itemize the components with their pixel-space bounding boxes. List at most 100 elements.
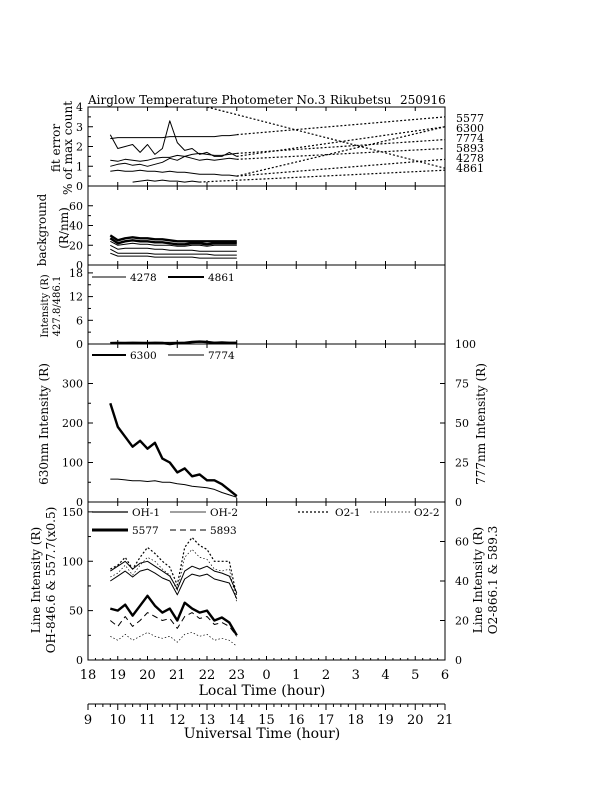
right-label-7774: 7774 bbox=[456, 132, 484, 145]
ut-tick-label-10: 19 bbox=[377, 713, 394, 728]
series-extension-fit_error-5577 bbox=[236, 116, 446, 136]
local-tick-label-4: 22 bbox=[199, 668, 216, 683]
red-intensity-ylabel-left: 630nm Intensity (R) bbox=[37, 363, 51, 485]
ytick-label-fit_error-1: 1 bbox=[76, 160, 83, 173]
series-extension-fit_error-4861 bbox=[199, 169, 446, 183]
series-extension-fit_error-7774 bbox=[236, 138, 446, 155]
ytick-label-line_intensity-2: 100 bbox=[62, 555, 83, 568]
ut-tick-label-12: 21 bbox=[437, 713, 454, 728]
line-intensity-ylabel-left-2: OH-846.6 & 557.7(x0.5) bbox=[44, 507, 58, 654]
blue-intensity-ylabel-2: 427.8/486.1 bbox=[52, 276, 63, 337]
legend-label-5893: 5893 bbox=[210, 525, 237, 537]
series-line_intensity-5577 bbox=[109, 594, 238, 636]
series-red_intensity-6300 bbox=[109, 402, 238, 498]
figure-date: 250916 bbox=[400, 93, 446, 107]
ut-tick-label-6: 15 bbox=[258, 713, 275, 728]
background-ylabel-1: background bbox=[35, 193, 49, 266]
ytick-label-red_intensity-1: 100 bbox=[62, 457, 83, 470]
ytick-label-red_intensity-3: 300 bbox=[62, 378, 83, 391]
ut-tick-label-9: 18 bbox=[347, 713, 364, 728]
legend-label-o2-1: O2-1 bbox=[335, 507, 361, 519]
ytick-right-label-red_intensity-2: 50 bbox=[455, 417, 469, 430]
series-background-bg-2 bbox=[109, 237, 237, 246]
series-background-bg-5 bbox=[110, 248, 237, 256]
legend-label-oh2: OH-2 bbox=[210, 507, 238, 519]
local-tick-label-9: 3 bbox=[352, 668, 360, 683]
legend-label-6300: 6300 bbox=[130, 350, 157, 362]
legend-label-7774: 7774 bbox=[208, 350, 235, 362]
series-fit_error-5893 bbox=[110, 155, 237, 167]
universal-time-xlabel: Universal Time (hour) bbox=[184, 726, 341, 742]
figure-station: Rikubetsu bbox=[330, 93, 392, 107]
local-tick-label-1: 19 bbox=[109, 668, 126, 683]
line-intensity-ylabel-left-1: Line Intensity (R) bbox=[29, 527, 43, 633]
blue-intensity-legend: 4278 4861 bbox=[92, 272, 235, 284]
local-tick-label-3: 21 bbox=[169, 668, 186, 683]
series-extension-fit_error-5893 bbox=[236, 147, 446, 160]
series-extension-fit_error-6300 bbox=[236, 126, 446, 157]
figure-title: Airglow Temperature Photometer No.3 bbox=[87, 93, 326, 107]
ytick-label-blue_intensity-0: 0 bbox=[76, 338, 83, 351]
series-fit_error-4278 bbox=[110, 169, 237, 177]
right-label-5893: 5893 bbox=[456, 142, 484, 155]
local-tick-label-6: 0 bbox=[262, 668, 270, 683]
ut-tick-label-0: 9 bbox=[84, 713, 92, 728]
ytick-label-line_intensity-1: 50 bbox=[69, 605, 83, 618]
local-tick-label-0: 18 bbox=[80, 668, 97, 683]
local-time-xlabel: Local Time (hour) bbox=[199, 683, 326, 699]
right-label-5577: 5577 bbox=[456, 112, 484, 125]
ytick-right-label-red_intensity-0: 0 bbox=[455, 496, 462, 509]
ytick-right-label-line_intensity-1: 20 bbox=[455, 615, 469, 628]
ytick-right-label-red_intensity-1: 25 bbox=[455, 457, 469, 470]
series-background-bg-6 bbox=[110, 252, 237, 259]
right-label-4861: 4861 bbox=[456, 162, 484, 175]
series-line_intensity-OH-2 bbox=[110, 568, 238, 600]
x-axes: 18 19 20 21 22 23 0 1 2 3 4 5 69 10 11 12 13 14 15 16 17 18 19… bbox=[80, 658, 454, 728]
panel-fit_error: 0 1 2 3 4 bbox=[76, 101, 446, 193]
right-label-4278: 4278 bbox=[456, 152, 484, 165]
panel-frame-red_intensity bbox=[87, 343, 446, 503]
series-line_intensity-5893 bbox=[109, 612, 238, 637]
red-intensity-ylabel-right: 777nm Intensity (R) bbox=[474, 363, 488, 485]
series-fit_error-6300 bbox=[109, 120, 238, 157]
ytick-label-background-3: 60 bbox=[69, 200, 83, 213]
ut-tick-label-1: 10 bbox=[109, 713, 126, 728]
ytick-right-label-line_intensity-3: 60 bbox=[455, 536, 469, 549]
fit-error-ylabel-2: % of max count bbox=[61, 101, 75, 195]
ytick-label-blue_intensity-1: 6 bbox=[76, 314, 83, 327]
series-line_intensity-extra-1 bbox=[110, 632, 238, 647]
local-tick-label-2: 20 bbox=[139, 668, 156, 683]
blue-intensity-ylabel-1: Intensity (R) bbox=[40, 274, 51, 337]
local-tick-label-11: 5 bbox=[411, 668, 419, 683]
series-fit_error-7774 bbox=[110, 152, 237, 162]
ytick-label-line_intensity-0: 0 bbox=[76, 654, 83, 667]
ytick-label-red_intensity-0: 0 bbox=[76, 496, 83, 509]
red-intensity-legend: 6300 7774 bbox=[92, 350, 235, 362]
panel-background: 0 20 40 60 bbox=[69, 185, 446, 272]
ytick-label-fit_error-4: 4 bbox=[76, 101, 83, 114]
ytick-label-background-0: 0 bbox=[76, 259, 83, 272]
fit-error-right-labels: 5577 6300 7774 5893 4278 4861 bbox=[456, 112, 484, 175]
ytick-right-label-line_intensity-2: 40 bbox=[455, 575, 469, 588]
ytick-label-red_intensity-2: 200 bbox=[62, 417, 83, 430]
line-intensity-ylabel-right-2: O2-866.1 & 589.3 bbox=[486, 526, 500, 635]
fit-error-ylabel-1: fit error bbox=[49, 124, 63, 172]
ytick-right-label-red_intensity-3: 75 bbox=[455, 378, 469, 391]
series-extension-extra-fit_error-5577 bbox=[206, 106, 446, 169]
ytick-right-label-line_intensity-0: 0 bbox=[455, 654, 462, 667]
ytick-label-background-2: 40 bbox=[69, 220, 83, 233]
panel-line_intensity: 0 50 100 150 0 20 40 60 bbox=[62, 501, 469, 667]
ut-tick-label-3: 12 bbox=[169, 713, 186, 728]
local-tick-label-7: 1 bbox=[292, 668, 300, 683]
background-ylabel-2: (R/nm) bbox=[57, 207, 71, 249]
series-red_intensity-7774 bbox=[110, 478, 237, 498]
local-tick-label-5: 23 bbox=[228, 668, 245, 683]
ut-tick-label-8: 17 bbox=[318, 713, 335, 728]
ut-tick-label-11: 20 bbox=[407, 713, 424, 728]
ytick-label-blue_intensity-3: 18 bbox=[69, 267, 83, 280]
series-line_intensity-O2-2 bbox=[110, 549, 238, 603]
ut-tick-label-7: 16 bbox=[288, 713, 305, 728]
ut-tick-label-2: 11 bbox=[139, 713, 156, 728]
panel-red_intensity: 0 100 200 300 0 25 50 75 100 bbox=[62, 338, 476, 509]
